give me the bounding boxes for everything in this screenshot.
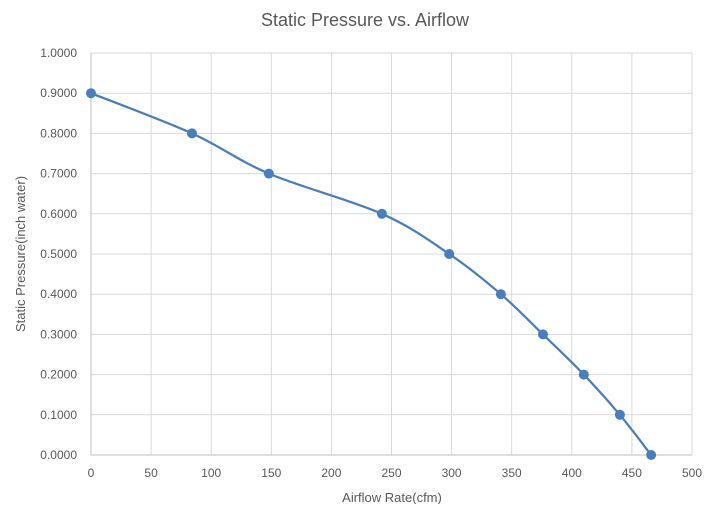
y-axis-tick-labels: 0.0000 0.1000 0.2000 0.3000 0.4000 0.5000 0.60… (40, 46, 77, 462)
y-tick-label: 0.4000 (40, 287, 77, 301)
data-point-marker (578, 369, 589, 380)
x-tick-label: 50 (144, 466, 158, 480)
x-tick-label: 250 (381, 466, 401, 480)
grid-lines (91, 52, 693, 455)
y-tick-label: 0.9000 (40, 86, 77, 100)
data-point-marker (537, 329, 548, 340)
y-tick-label: 0.7000 (40, 167, 77, 181)
data-point-marker (614, 409, 625, 420)
x-tick-label: 0 (88, 466, 95, 480)
y-axis-title: Static Pressure(inch water) (13, 176, 28, 332)
x-axis-tick-labels: 0 50 100 150 200 250 300 350 400 450 500 (88, 466, 703, 480)
x-tick-label: 400 (562, 466, 582, 480)
axes (90, 53, 692, 456)
chart-title: Static Pressure vs. Airflow (261, 10, 470, 30)
x-tick-label: 300 (442, 466, 462, 480)
y-tick-label: 0.6000 (40, 207, 77, 221)
x-tick-label: 500 (682, 466, 702, 480)
y-tick-label: 0.3000 (40, 327, 77, 341)
y-tick-label: 0.1000 (40, 408, 77, 422)
y-tick-label: 0.2000 (40, 368, 77, 382)
data-point-marker (495, 289, 506, 300)
data-point-marker (444, 249, 455, 259)
data-point-marker (263, 168, 274, 179)
x-tick-label: 150 (261, 466, 281, 480)
x-tick-label: 450 (622, 466, 642, 480)
data-point-marker (186, 128, 197, 139)
y-tick-label: 1.0000 (40, 46, 77, 60)
x-tick-label: 200 (321, 466, 341, 480)
data-series (86, 88, 657, 460)
data-point-marker (86, 88, 96, 99)
y-tick-label: 0.5000 (40, 247, 77, 261)
data-point-marker (376, 208, 387, 219)
x-axis-title: Airflow Rate(cfm) (342, 490, 442, 504)
y-tick-label: 0.8000 (40, 126, 77, 140)
x-tick-label: 350 (502, 466, 522, 480)
series-line (90, 92, 653, 456)
y-tick-label: 0.0000 (40, 448, 77, 462)
x-tick-label: 100 (201, 466, 221, 480)
data-point-marker (646, 450, 657, 460)
